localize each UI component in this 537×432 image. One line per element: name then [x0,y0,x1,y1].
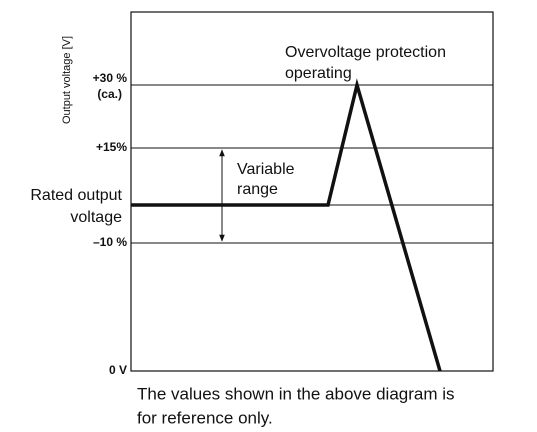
level-note: (ca.) [97,87,122,101]
frame [130,11,494,372]
annotation: Variable [237,161,295,178]
level-lines [131,84,493,244]
axis-title: Output voltage [V] [61,36,73,124]
voltage-curve [131,78,442,372]
rated-label: Rated output [30,187,122,204]
annotation: range [237,181,278,198]
annotation: operating [285,65,352,82]
footer: The values shown in the above diagram is [137,384,455,403]
rated-label: voltage [70,209,122,226]
level-label: –10 % [93,235,127,249]
level-label: 0 V [109,363,127,377]
annotation: Overvoltage protection [285,44,446,61]
level-label: +30 % [93,71,128,85]
footer: for reference only. [137,408,273,427]
level-label: +15% [96,140,127,154]
